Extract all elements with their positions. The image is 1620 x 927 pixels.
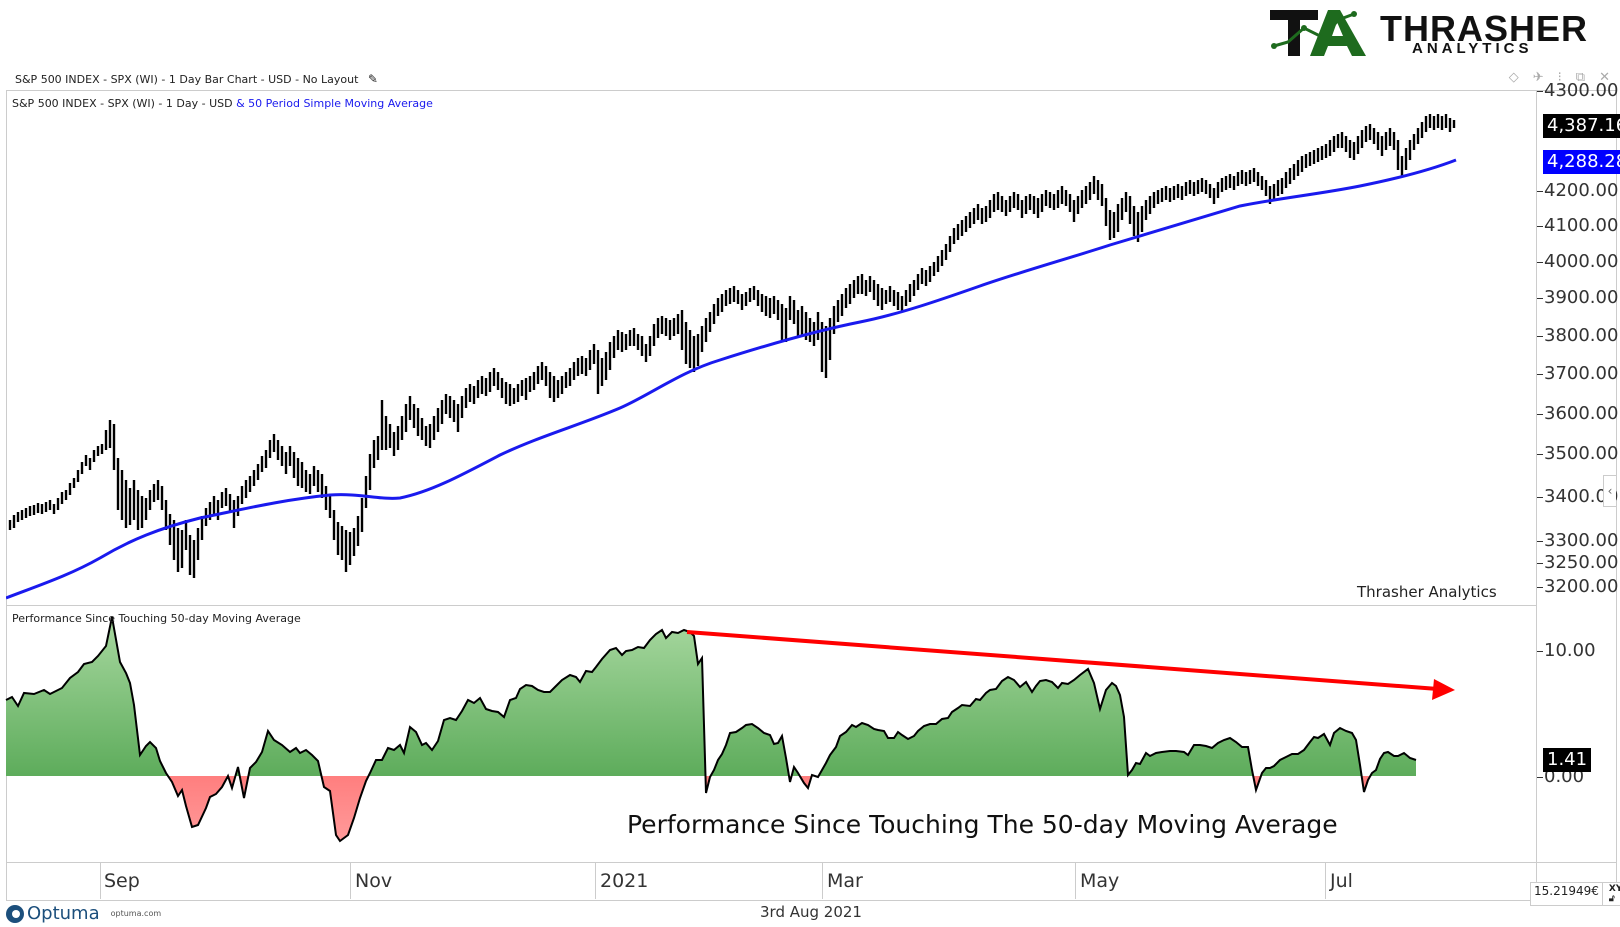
ma-value-badge: 4,288.28: [1543, 150, 1620, 174]
x-gridline: [595, 863, 596, 899]
y-tick: 3900.00: [1537, 287, 1618, 308]
x-label: Nov: [355, 870, 393, 892]
pane-divider[interactable]: [6, 605, 1536, 606]
ta-logo-icon: [1270, 10, 1366, 56]
x-label: Sep: [104, 870, 140, 892]
scale-mode-label: XY: [1608, 884, 1620, 894]
optuma-branding: Optuma optuma.com: [6, 903, 161, 924]
xy-lock-toggle[interactable]: XY 🔓︎: [1601, 883, 1620, 905]
trendline-arrow[interactable]: [686, 630, 1455, 700]
optuma-name: Optuma: [27, 903, 100, 924]
performance-area: [5, 616, 1417, 843]
indicator-value-badge: 1.41: [1543, 748, 1591, 772]
chart-title-bar: S&P 500 INDEX - SPX (WI) - 1 Day Bar Cha…: [15, 72, 378, 86]
scale-control[interactable]: 15.21949€ XY 🔓︎: [1530, 882, 1620, 906]
x-gridline: [100, 863, 101, 899]
chart-date: 3rd Aug 2021: [760, 903, 862, 921]
optuma-url[interactable]: optuma.com: [110, 909, 162, 918]
scale-value[interactable]: 15.21949€: [1534, 884, 1599, 898]
y-tick: 3700.00: [1537, 363, 1618, 384]
y-tick: 4100.00: [1537, 215, 1618, 236]
y-tick: 3800.00: [1537, 325, 1618, 346]
lock-icon: 🔓︎: [1608, 894, 1615, 904]
y-tick: 3600.00: [1537, 403, 1618, 424]
price-bars: [8, 114, 1456, 578]
y-tick: 4000.00: [1537, 251, 1618, 272]
chart-title: S&P 500 INDEX - SPX (WI) - 1 Day Bar Cha…: [15, 73, 359, 86]
collapse-panel-button[interactable]: ‹: [1603, 475, 1616, 507]
x-label: Jul: [1330, 870, 1353, 892]
indicator-caption: Performance Since Touching The 50-day Mo…: [627, 810, 1338, 839]
y-tick: 3400.00: [1537, 486, 1618, 507]
link-icon[interactable]: ⁝: [1557, 70, 1562, 85]
x-gridline: [350, 863, 351, 899]
date-axis-divider: [6, 862, 1616, 863]
diamond-icon[interactable]: ◇: [1508, 70, 1519, 85]
restore-icon[interactable]: ⧉: [1575, 70, 1586, 85]
brand-name: THRASHER: [1380, 8, 1589, 49]
brand-subtitle: ANALYTICS: [1412, 40, 1533, 57]
optuma-logo-icon: [6, 904, 24, 923]
x-label: May: [1080, 870, 1120, 892]
close-icon[interactable]: ✕: [1599, 70, 1610, 85]
y-tick: 4300.00: [1537, 80, 1618, 101]
x-label: 2021: [600, 870, 649, 892]
x-gridline: [1325, 863, 1326, 899]
thrasher-logo: THRASHER ANALYTICS: [1270, 6, 1600, 58]
last-price-badge: 4,387.16: [1543, 114, 1620, 138]
y-tick: 3300.00: [1537, 530, 1618, 551]
y-tick: 3200.00: [1537, 576, 1618, 597]
y-tick: 10.00: [1537, 640, 1596, 661]
y-tick: 4200.00: [1537, 180, 1618, 201]
pin-icon[interactable]: ✈: [1532, 70, 1544, 85]
price-pane-label: S&P 500 INDEX - SPX (WI) - 1 Day - USD &…: [12, 97, 433, 110]
ma-series-label: & 50 Period Simple Moving Average: [236, 97, 433, 110]
watermark: Thrasher Analytics: [1357, 583, 1497, 601]
window-controls: ◇ ✈ ⁝ ⧉ ✕: [1509, 70, 1610, 85]
x-gridline: [1075, 863, 1076, 899]
price-series-label: S&P 500 INDEX - SPX (WI) - 1 Day - USD: [12, 97, 233, 110]
x-gridline: [822, 863, 823, 899]
moving-average-line: [6, 158, 1457, 600]
x-label: Mar: [827, 870, 863, 892]
y-tick: 3500.00: [1537, 443, 1618, 464]
indicator-pane-label: Performance Since Touching 50-day Moving…: [12, 612, 301, 625]
pencil-icon[interactable]: ✎: [367, 72, 378, 86]
y-tick: 3250.00: [1537, 552, 1618, 573]
